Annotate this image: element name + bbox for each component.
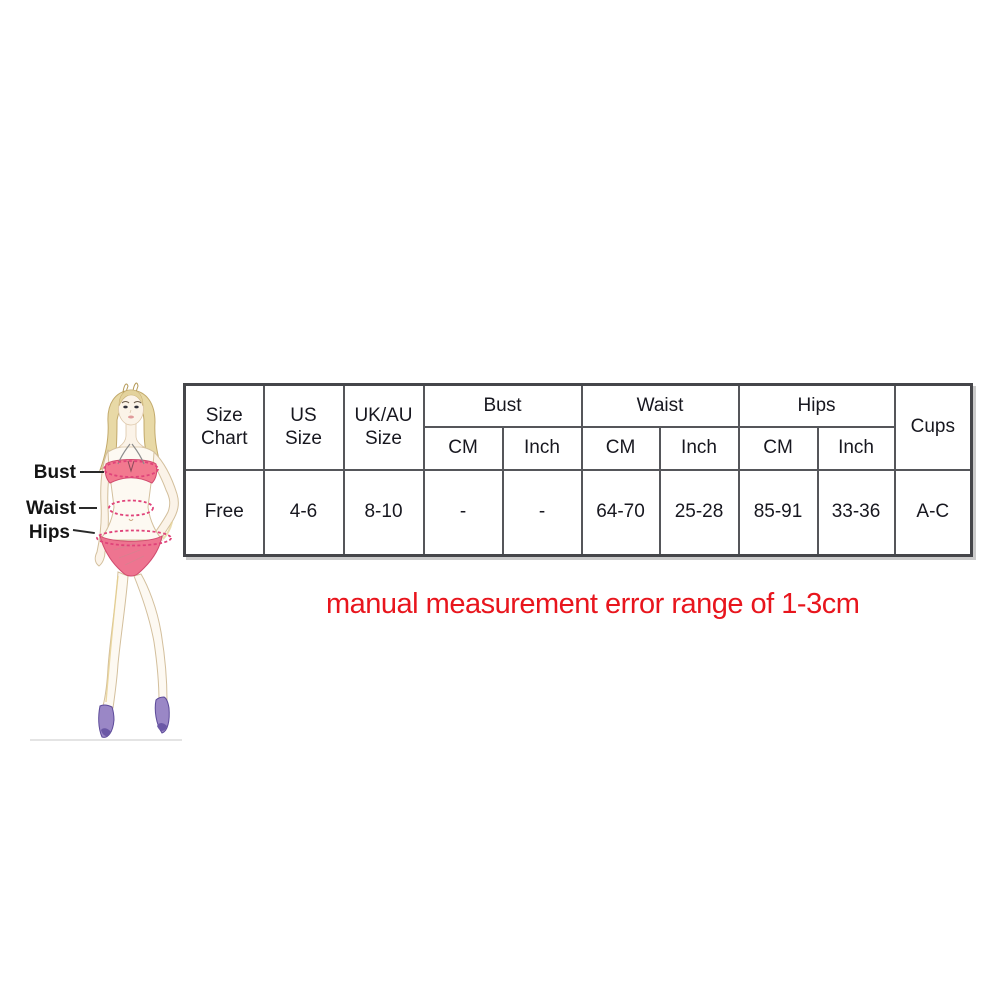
figure-face — [118, 389, 144, 426]
header-us-size: US Size — [262, 383, 345, 471]
header-waist-cm: CM — [580, 426, 661, 471]
header-hips-cm: CM — [737, 426, 819, 471]
figure-bikini-bottom — [99, 534, 163, 577]
cell-waist-inch: 25-28 — [658, 469, 740, 557]
header-hips-inch: Inch — [816, 426, 896, 471]
figure-bikini-top — [104, 443, 158, 484]
cell-hips-cm: 85-91 — [737, 469, 819, 557]
figure-neck — [117, 421, 146, 448]
hips-label: Hips — [28, 522, 70, 543]
bust-pointer-line — [80, 471, 104, 473]
cell-size: Free — [183, 469, 265, 557]
cell-bust-cm: - — [422, 469, 504, 557]
table-row: Free 4-6 8-10 - - 64-70 25-28 85-91 33-3… — [183, 469, 973, 557]
waist-label: Waist — [26, 498, 76, 519]
figure-shoes — [98, 696, 170, 738]
bust-label: Bust — [33, 462, 76, 483]
cell-waist-cm: 64-70 — [580, 469, 661, 557]
header-bust: Bust — [422, 383, 583, 428]
header-bust-inch: Inch — [501, 426, 583, 471]
figure-legs — [102, 571, 168, 709]
header-size-chart: Size Chart — [183, 383, 265, 471]
cell-uk-au-size: 8-10 — [342, 469, 425, 557]
cell-cups: A-C — [893, 469, 973, 557]
header-uk-au-size: UK/AU Size — [342, 383, 425, 471]
cell-us-size: 4-6 — [262, 469, 345, 557]
header-bust-cm: CM — [422, 426, 504, 471]
header-waist-inch: Inch — [658, 426, 740, 471]
cell-hips-inch: 33-36 — [816, 469, 896, 557]
waist-pointer-line — [79, 507, 97, 509]
figure-illustration — [30, 382, 182, 741]
measure-ellipses — [96, 460, 172, 547]
header-waist: Waist — [580, 383, 740, 428]
measurement-note: manual measurement error range of 1-3cm — [326, 588, 860, 620]
cell-bust-inch: - — [501, 469, 583, 557]
header-hips: Hips — [737, 383, 896, 428]
size-chart-table: Size Chart US Size UK/AU Size Bust Waist… — [183, 383, 974, 557]
header-cups: Cups — [893, 383, 973, 471]
